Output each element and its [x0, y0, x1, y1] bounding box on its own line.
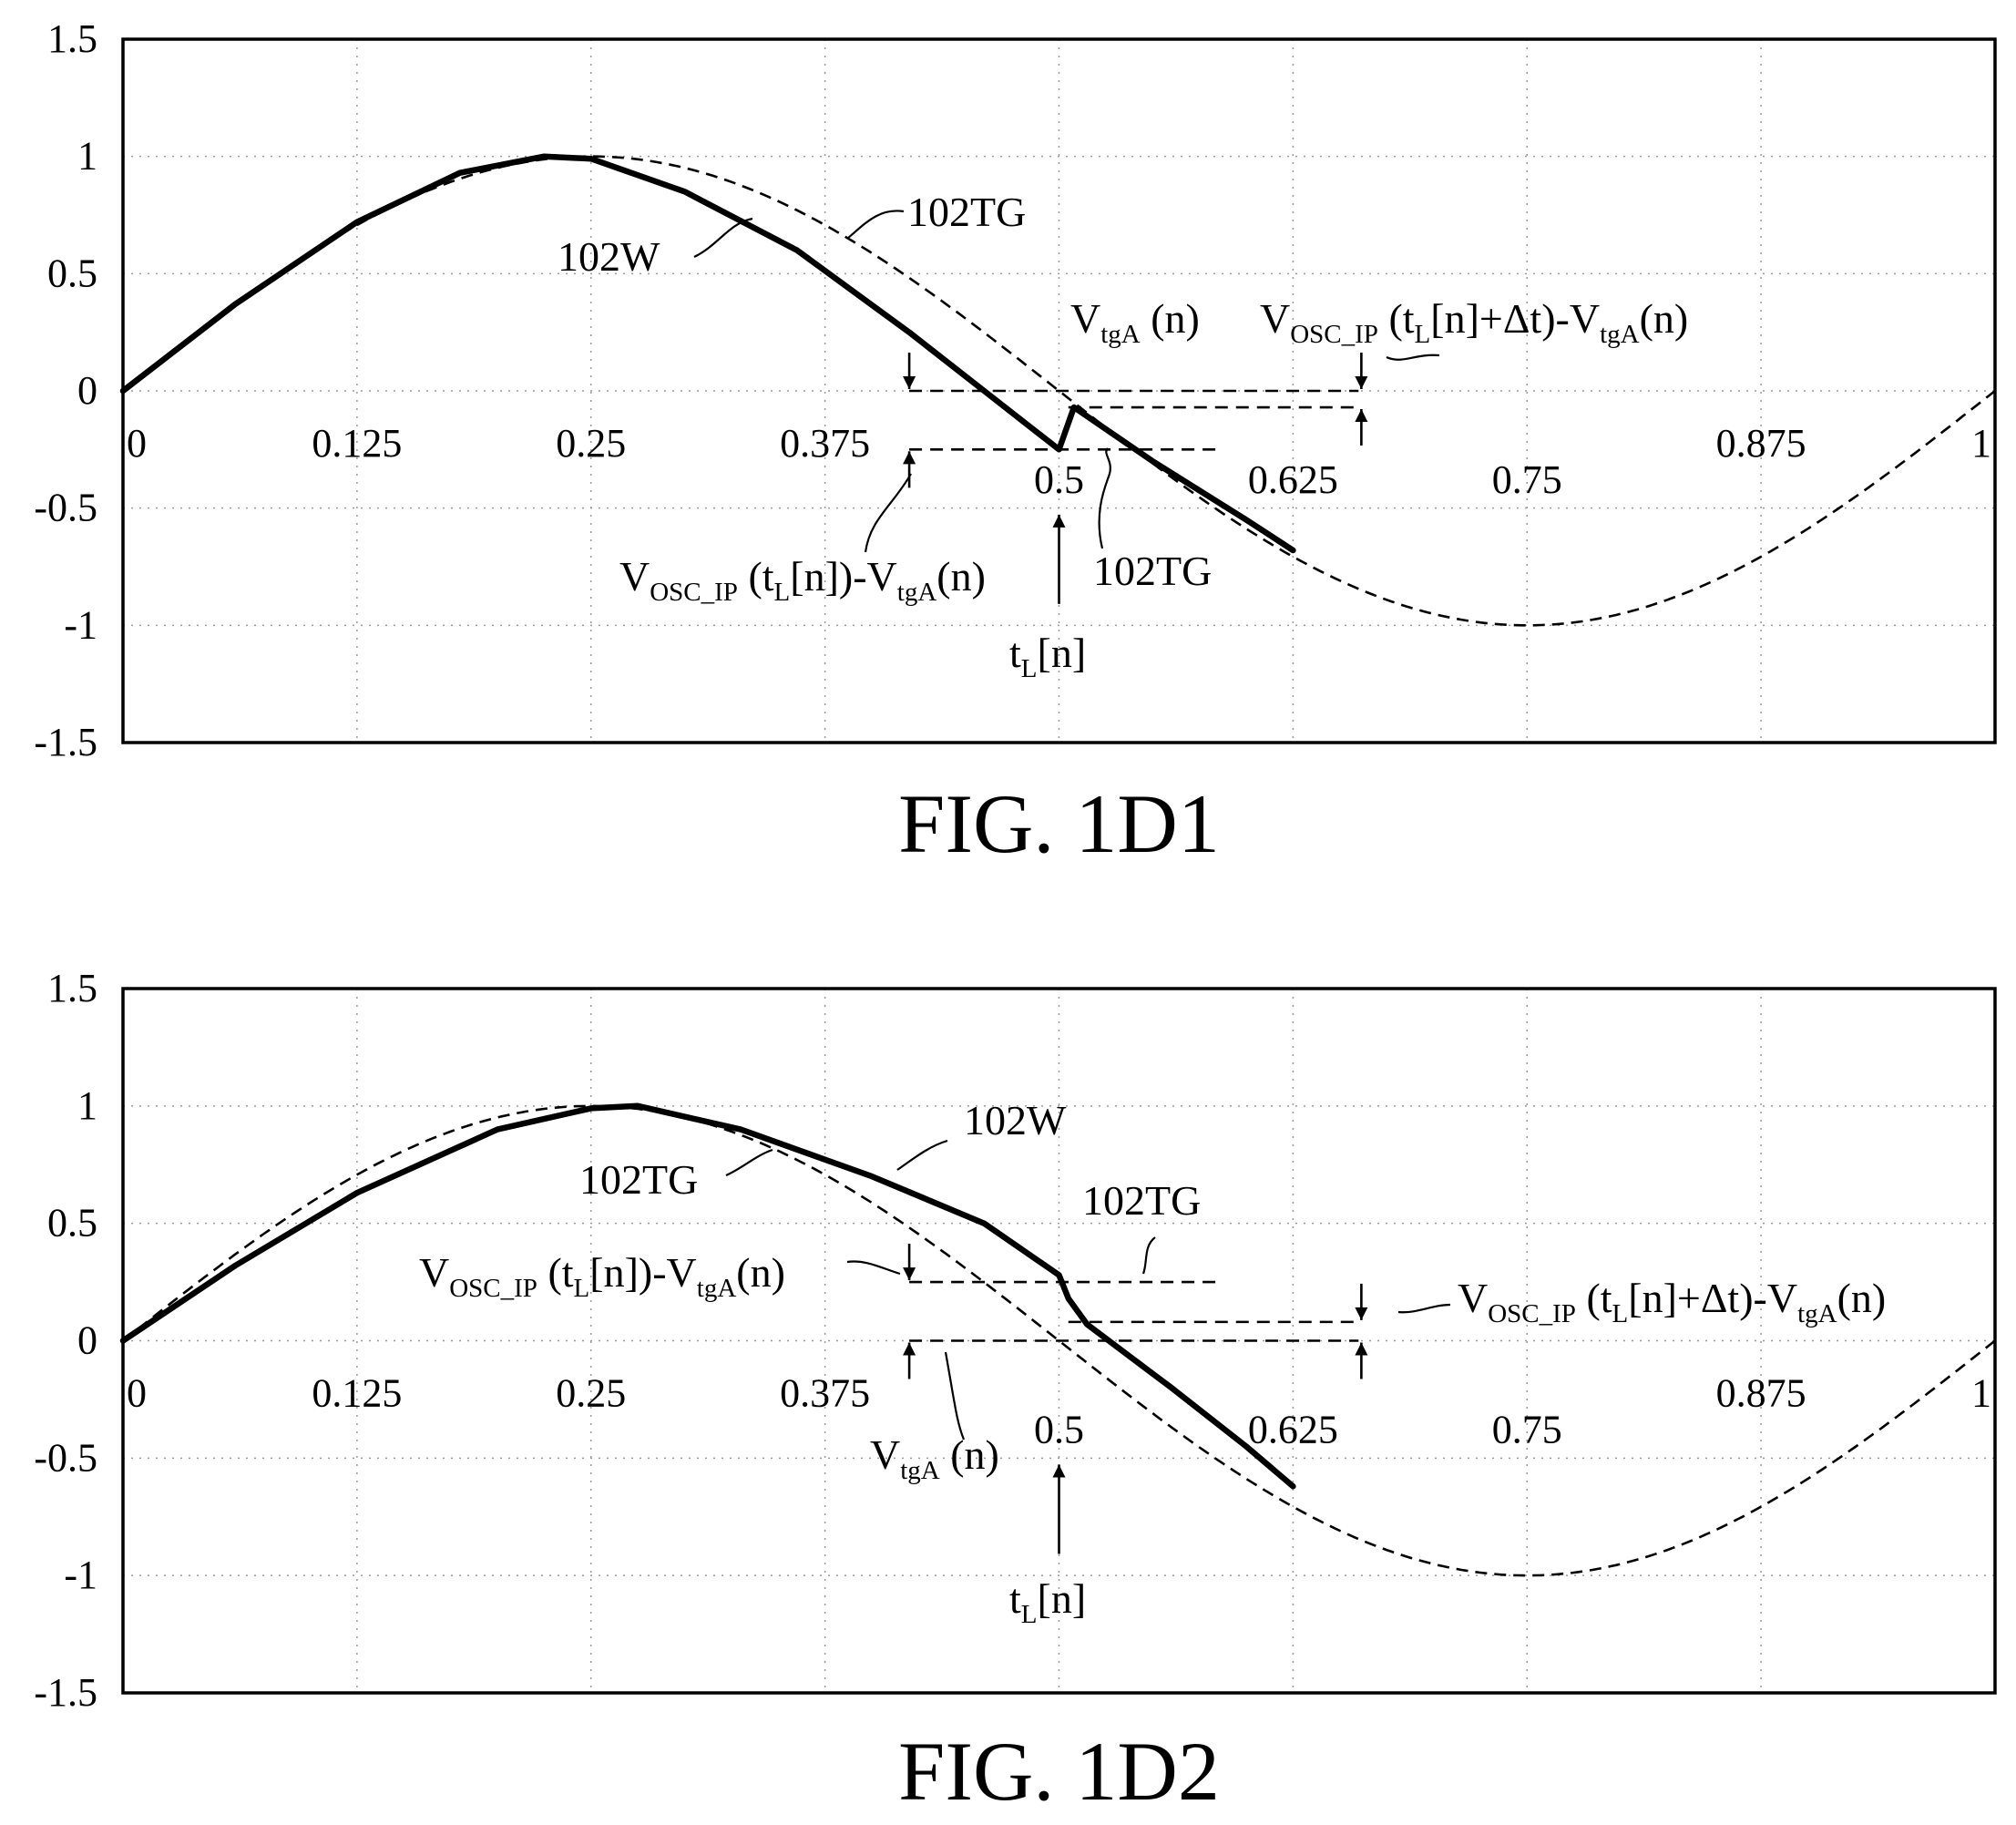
label-vosc_dt: VOSC_IP (tL[n]+Δt)-VtgA(n)	[1260, 295, 1688, 349]
leader-line	[725, 1148, 773, 1177]
x-tick-label: 0	[127, 421, 147, 466]
y-tick-label: 0.5	[47, 1201, 97, 1246]
x-tick-label: 0.375	[780, 1371, 870, 1416]
arrowhead	[1052, 514, 1066, 528]
label-w: 102W	[964, 1097, 1067, 1143]
x-tick-label: 0.125	[312, 1371, 402, 1416]
y-tick-label: -1.5	[34, 1670, 97, 1715]
x-tick-label: 0.5	[1034, 1408, 1084, 1452]
y-tick-label: -1	[64, 602, 97, 647]
x-tick-label: 0	[127, 1371, 147, 1416]
chart-1: 1.5 1 0.5 0 -0.5 -1 -1.5 0 0.125 0.25 0.375 0.5 0.62…	[34, 16, 1997, 870]
y-tick-label: -0.5	[34, 486, 97, 530]
series-102TG-line	[122, 1104, 1996, 1577]
leader-line	[693, 217, 753, 258]
x-tick-label: 0.5	[1034, 457, 1084, 502]
label-vosc_dt: VOSC_IP (tL[n]+Δt)-VtgA(n)	[1458, 1275, 1886, 1328]
arrowhead	[1355, 1342, 1368, 1356]
x-tick-label: 0.375	[780, 421, 870, 466]
series-102W-line	[119, 1102, 1296, 1490]
figure-caption: FIG. 1D2	[898, 1725, 1220, 1818]
leader-line	[864, 473, 912, 553]
y-tick-label: -1	[64, 1553, 97, 1597]
y-tick-label: 1.5	[47, 16, 97, 61]
leader-line	[896, 1139, 948, 1171]
arrowhead	[903, 376, 916, 389]
y-tick-label: 0.5	[47, 251, 97, 295]
y-tick-label: 1	[77, 134, 97, 179]
x-tick-label: 0.75	[1492, 1408, 1562, 1452]
label-tl: tL[n]	[1009, 1575, 1086, 1629]
leader-line	[1397, 1303, 1451, 1314]
arrowhead	[1052, 1464, 1066, 1478]
arrowhead	[903, 451, 916, 465]
x-tick-label: 1	[1971, 1371, 1991, 1416]
leader-line	[1141, 1236, 1156, 1275]
arrowhead	[1355, 376, 1368, 389]
label-tl: tL[n]	[1009, 630, 1086, 683]
x-tick-label: 0.25	[556, 1371, 626, 1416]
arrowhead	[1355, 1307, 1368, 1320]
x-tick-label: 0.875	[1716, 421, 1806, 466]
leader-line	[1386, 354, 1440, 361]
leader-line	[846, 1260, 901, 1276]
annotation-group: 102W 102TG 102TG VtgA (n) VOSC_IP (tL[n]+Δt)…	[558, 189, 1688, 683]
x-tick-label: 0.25	[556, 421, 626, 466]
x-tick-label: 1	[1971, 421, 1991, 466]
x-tick-label: 0.625	[1248, 457, 1338, 502]
arrowhead	[903, 1267, 916, 1281]
arrowhead	[903, 1342, 916, 1356]
label-w: 102W	[558, 233, 660, 280]
y-tick-label: 1.5	[47, 966, 97, 1010]
chart-2: 1.5 1 0.5 0 -0.5 -1 -1.5 0 0.125 0.25 0.375 0.5 0.62…	[34, 966, 1997, 1818]
annotation-group: 102W 102TG 102TG VOSC_IP (tL[n])-VtgA(n) VOS…	[419, 1097, 1886, 1629]
label-vosc: VOSC_IP (tL[n])-VtgA(n)	[619, 553, 986, 607]
leader-line	[1098, 447, 1111, 549]
label-vtga: VtgA (n)	[870, 1431, 999, 1485]
label-tg_left: 102TG	[579, 1156, 698, 1203]
leader-line	[846, 210, 905, 240]
label-tg_bottom: 102TG	[1093, 548, 1212, 594]
arrowhead	[1355, 409, 1368, 423]
leader-line	[944, 1351, 966, 1441]
x-tick-label: 0.125	[312, 421, 402, 466]
label-tg_top: 102TG	[907, 189, 1026, 235]
y-tick-label: 1	[77, 1083, 97, 1128]
series-102W-line	[119, 153, 1296, 554]
x-tick-label: 0.75	[1492, 457, 1562, 502]
y-tick-label: -1.5	[34, 720, 97, 764]
y-tick-label: 0	[77, 1318, 97, 1363]
figure-caption: FIG. 1D1	[898, 777, 1220, 870]
label-vtga: VtgA (n)	[1070, 295, 1200, 349]
y-tick-label: 0	[77, 368, 97, 413]
x-tick-label: 0.875	[1716, 1371, 1806, 1416]
label-tg_right: 102TG	[1082, 1177, 1201, 1224]
label-vosc: VOSC_IP (tL[n])-VtgA(n)	[419, 1249, 785, 1303]
y-tick-label: -0.5	[34, 1435, 97, 1480]
x-tick-label: 0.625	[1248, 1408, 1338, 1452]
